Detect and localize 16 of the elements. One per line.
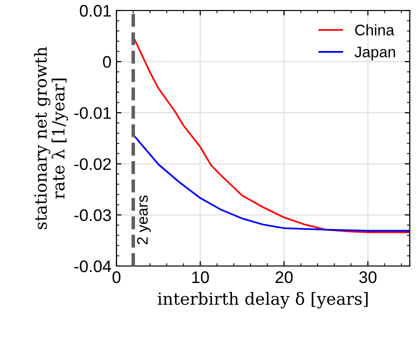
legend-label: China	[355, 24, 394, 36]
y-axis-title: stationary net growth rate λ [1/year]	[34, 46, 68, 230]
y-tick-label: -0.02	[74, 158, 111, 170]
legend-label: Japan	[354, 46, 396, 60]
y-tick-label: -0.01	[74, 107, 111, 119]
y-tick-label: -0.04	[74, 260, 112, 272]
x-tick-label: 30	[359, 271, 376, 284]
x-tick-label: 0	[112, 271, 120, 284]
ref-line-label: 2 years	[136, 196, 151, 244]
line-series	[132, 134, 410, 232]
x-axis-title: interbirth delay δ [years]	[158, 292, 368, 308]
y-tick-label: -0.03	[74, 209, 111, 222]
y-tick-label: 0	[103, 56, 111, 68]
x-tick-label: 20	[276, 271, 293, 284]
y-tick-label: 0.01	[80, 4, 111, 17]
x-tick-label: 10	[192, 271, 209, 284]
